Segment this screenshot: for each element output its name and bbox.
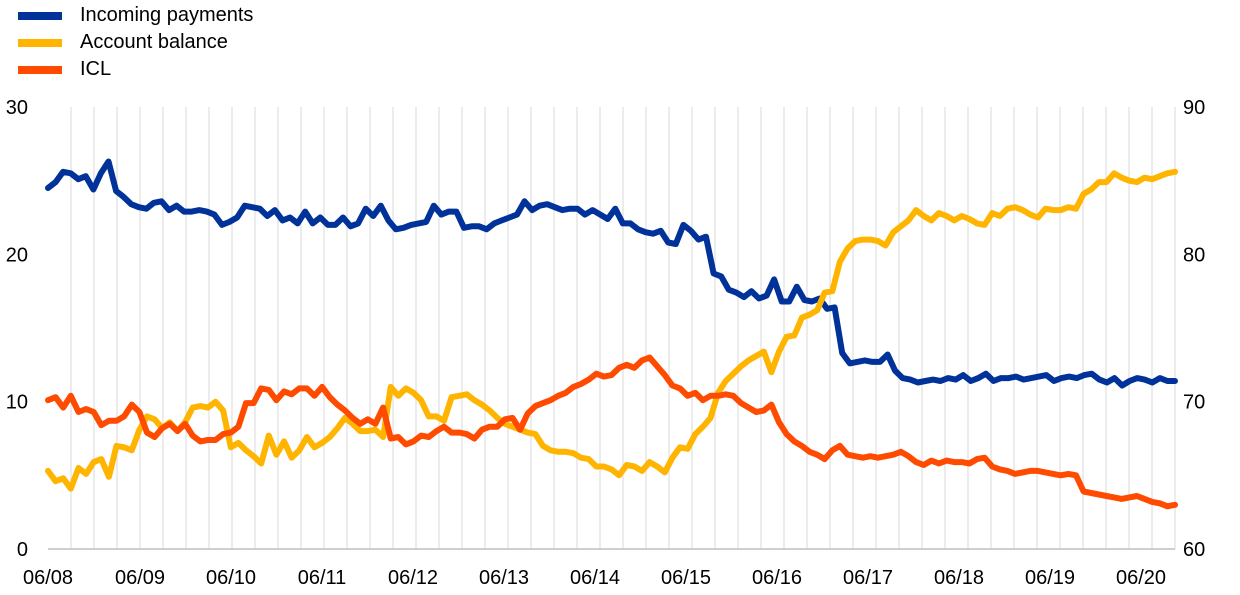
legend-swatch-incoming-payments xyxy=(18,11,62,20)
legend-item-account-balance: Account balance xyxy=(18,29,253,56)
legend-label-icl: ICL xyxy=(80,58,112,80)
x-tick-label: 06/14 xyxy=(570,567,620,589)
x-tick-label: 06/19 xyxy=(1025,567,1075,589)
right-y-tick-label: 60 xyxy=(1183,539,1205,561)
vertical-gridlines xyxy=(70,107,1176,549)
x-tick-label: 06/20 xyxy=(1116,567,1166,589)
x-tick-label: 06/18 xyxy=(934,567,984,589)
right-y-tick-label: 70 xyxy=(1183,392,1205,414)
right-y-tick-label: 90 xyxy=(1183,97,1205,119)
x-tick-label: 06/16 xyxy=(752,567,802,589)
x-tick-label: 06/09 xyxy=(115,567,165,589)
left-y-axis-ticks: 0 10 20 30 xyxy=(6,97,28,561)
x-tick-label: 06/10 xyxy=(206,567,256,589)
legend-label-account-balance: Account balance xyxy=(80,31,228,53)
right-y-tick-label: 80 xyxy=(1183,244,1205,266)
x-tick-label: 06/15 xyxy=(661,567,711,589)
x-tick-label: 06/12 xyxy=(388,567,438,589)
series-line-icl xyxy=(45,354,1178,510)
series-line-account-balance xyxy=(45,168,1178,492)
legend-swatch-account-balance xyxy=(18,38,62,47)
legend-swatch-icl xyxy=(18,65,62,74)
right-y-axis-ticks: 60 70 80 90 xyxy=(1183,97,1205,561)
x-tick-label: 06/08 xyxy=(23,567,73,589)
legend: Incoming payments Account balance ICL xyxy=(18,2,253,83)
series-lines xyxy=(45,158,1178,510)
legend-label-incoming-payments: Incoming payments xyxy=(80,4,254,26)
x-axis-ticks: 06/08 06/09 06/10 06/11 06/12 06/13 06/14 06/15… xyxy=(23,567,1166,589)
x-tick-label: 06/17 xyxy=(843,567,893,589)
left-y-tick-label: 10 xyxy=(6,392,28,414)
left-y-tick-label: 30 xyxy=(6,97,28,119)
legend-item-incoming-payments: Incoming payments xyxy=(18,2,253,29)
x-tick-label: 06/13 xyxy=(479,567,529,589)
x-tick-label: 06/11 xyxy=(298,567,347,589)
left-y-tick-label: 20 xyxy=(6,244,28,266)
left-y-tick-label: 0 xyxy=(17,539,28,561)
legend-item-icl: ICL xyxy=(18,56,253,83)
series-line-incoming-payments xyxy=(45,158,1178,389)
